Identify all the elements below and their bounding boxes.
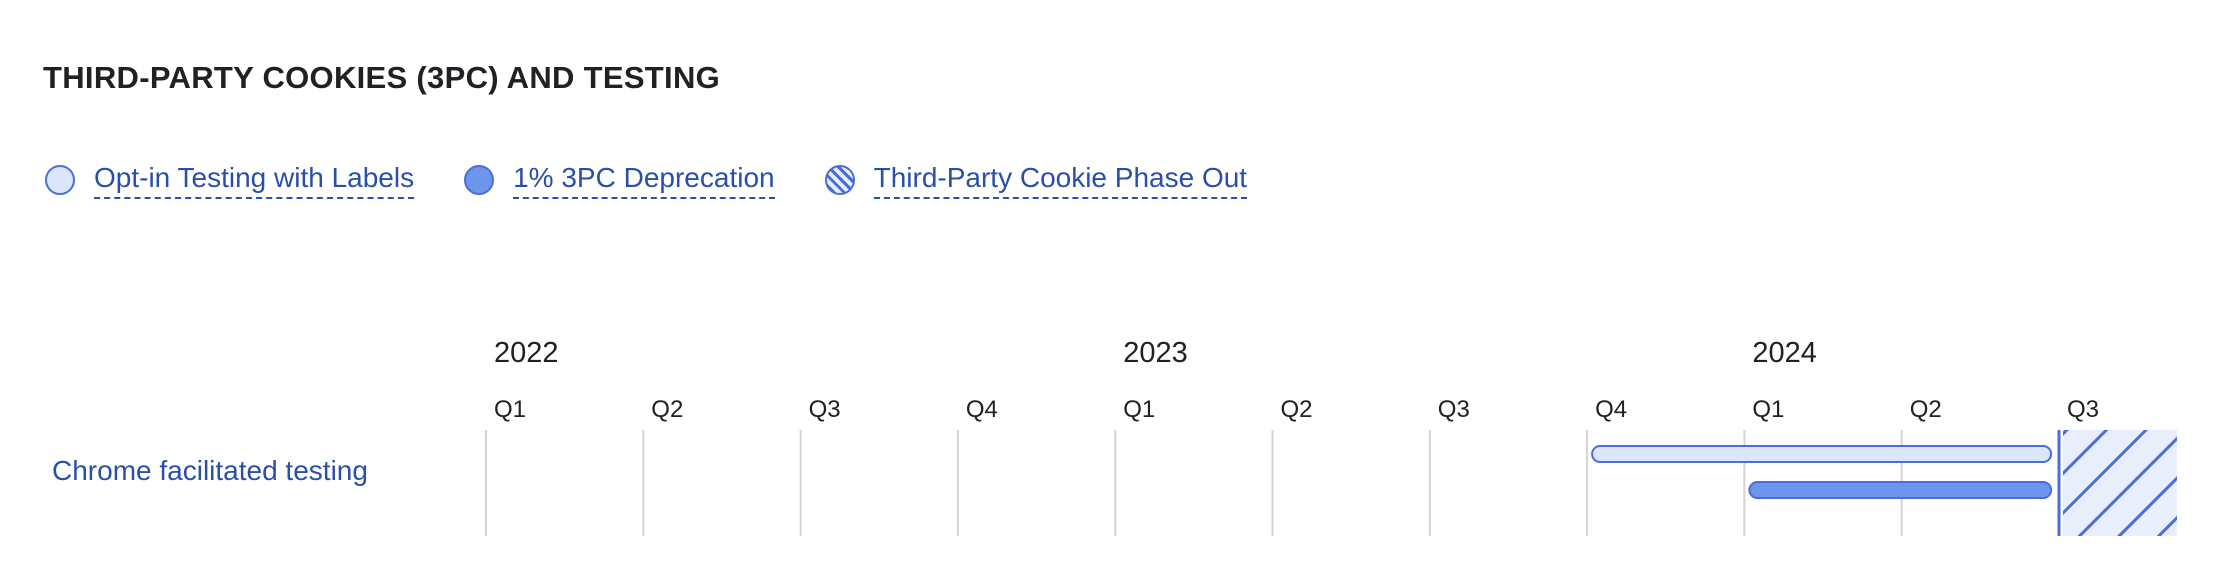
- legend: Opt-in Testing with Labels 1% 3PC Deprec…: [45, 160, 1297, 200]
- year-label: 2023: [1123, 337, 1188, 369]
- legend-item-1pct-deprecation[interactable]: 1% 3PC Deprecation: [464, 161, 775, 200]
- quarter-label: Q3: [809, 396, 841, 423]
- quarter-label: Q1: [1123, 396, 1155, 423]
- legend-label[interactable]: Opt-in Testing with Labels: [94, 161, 415, 200]
- quarter-label: Q1: [1752, 396, 1784, 423]
- legend-item-opt-in-testing[interactable]: Opt-in Testing with Labels: [45, 161, 415, 200]
- light-circle-icon: [45, 165, 75, 195]
- row-label-chrome-facilitated-testing[interactable]: Chrome facilitated testing: [52, 455, 368, 486]
- quarter-label: Q3: [2067, 396, 2099, 423]
- deprecation-bar: [1748, 481, 2053, 499]
- quarter-label: Q2: [1281, 396, 1313, 423]
- opt-in-testing-bar: [1591, 445, 2053, 463]
- quarter-label: Q3: [1438, 396, 1470, 423]
- year-label: 2022: [494, 337, 559, 369]
- quarter-label: Q4: [1595, 396, 1627, 423]
- quarter-label: Q2: [651, 396, 683, 423]
- quarter-label: Q1: [494, 396, 526, 423]
- year-label: 2024: [1752, 337, 1817, 369]
- hatched-circle-icon: [824, 165, 855, 195]
- phase-out-bar: [2063, 430, 2177, 536]
- legend-item-phase-out[interactable]: Third-Party Cookie Phase Out: [824, 161, 1248, 200]
- legend-label[interactable]: 1% 3PC Deprecation: [513, 161, 775, 200]
- solid-circle-icon: [464, 165, 495, 195]
- page-title: THIRD-PARTY COOKIES (3PC) AND TESTING: [43, 60, 721, 95]
- legend-label[interactable]: Third-Party Cookie Phase Out: [873, 161, 1248, 200]
- quarter-label: Q4: [966, 396, 998, 423]
- quarter-label: Q2: [1910, 396, 1942, 423]
